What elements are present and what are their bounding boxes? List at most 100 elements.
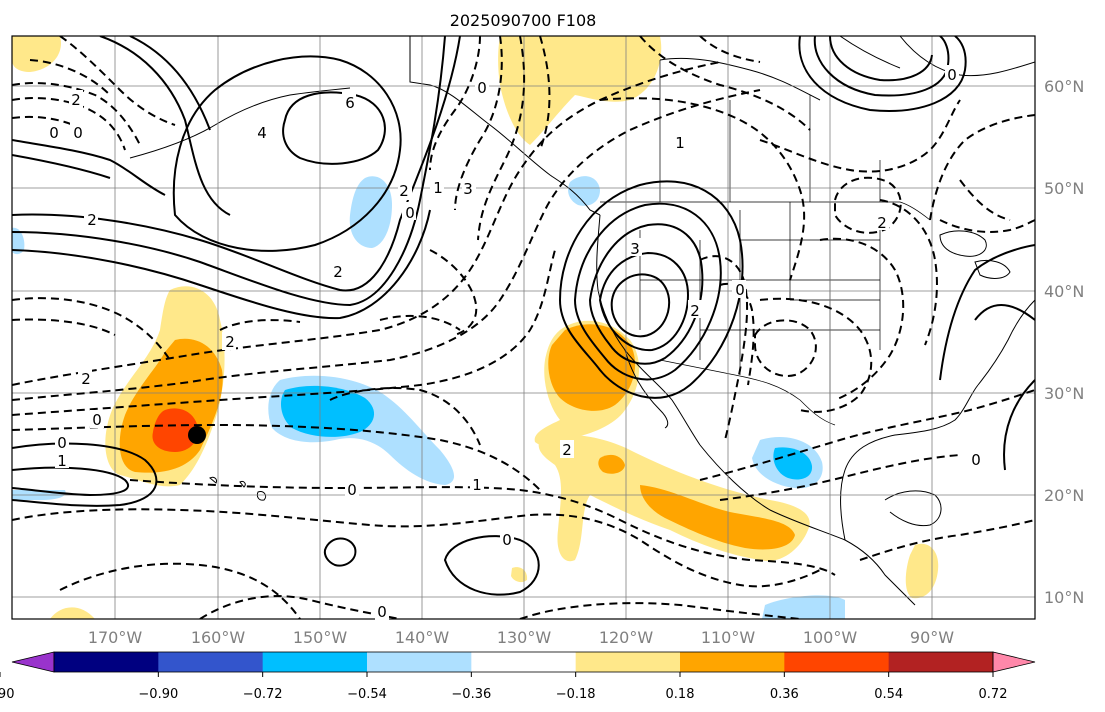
map-panel: 6 4 2 2 0 0 2 1 0 0 1 0 0 1 2 2 3 3 2 2 … bbox=[11, 35, 1084, 647]
coastline-baja bbox=[624, 349, 669, 429]
longitude-labels: 170°W 160°W 150°W 140°W 130°W 120°W 110°… bbox=[88, 628, 954, 647]
shade-yellow-central-america bbox=[905, 543, 939, 599]
dashed-subtropic-2 bbox=[12, 89, 761, 401]
shade-blue-central-pacific bbox=[280, 385, 375, 437]
dashed-alaska-3 bbox=[477, 36, 526, 241]
contour-label: 3 bbox=[630, 240, 640, 258]
contour-north-pacific-1 bbox=[12, 36, 461, 292]
contour-label: 2 bbox=[71, 91, 81, 109]
dashed-hawaii-3 bbox=[219, 319, 301, 331]
contour-east-3 bbox=[974, 304, 1035, 321]
contour-north-pacific-2 bbox=[12, 36, 446, 307]
storm-position-dot bbox=[188, 426, 206, 444]
contour-label-layer: 6 4 2 2 0 0 2 1 0 0 1 0 0 1 2 2 3 3 2 2 … bbox=[46, 65, 982, 621]
dashed-east-2 bbox=[959, 179, 1011, 221]
contour-northeast-high-2 bbox=[813, 36, 950, 97]
lat-label: 10°N bbox=[1044, 588, 1084, 607]
dashed-hawaii-west bbox=[12, 297, 171, 361]
colorbar-extend-high bbox=[992, 651, 1036, 673]
coastline-canada-north bbox=[659, 36, 901, 101]
contour-label: 0 bbox=[92, 411, 102, 429]
graticule bbox=[12, 36, 1035, 619]
shade-yellow-alaska bbox=[498, 36, 662, 145]
lat-label: 30°N bbox=[1044, 384, 1084, 403]
coastline-hawaii bbox=[209, 476, 267, 501]
coastline-gulf bbox=[839, 384, 979, 541]
dashed-subtropic-4 bbox=[12, 423, 541, 491]
contour-label: 6 bbox=[345, 94, 355, 112]
contour-label: 2 bbox=[87, 211, 97, 229]
dashed-canada-low bbox=[834, 176, 902, 234]
shade-lightblue-se bbox=[762, 595, 845, 619]
lon-label: 100°W bbox=[803, 628, 858, 647]
contour-hawaii-1 bbox=[12, 442, 158, 507]
lon-label: 120°W bbox=[599, 628, 654, 647]
contour-high-6 bbox=[282, 91, 386, 165]
contour-label: 2 bbox=[399, 182, 409, 200]
colorbar-segment bbox=[471, 652, 577, 672]
dashed-rockies-1 bbox=[699, 255, 749, 441]
contour-label: 2 bbox=[877, 214, 887, 232]
colorbar-tick-label: −0.72 bbox=[243, 687, 283, 702]
contour-north-pacific-inner bbox=[172, 55, 402, 252]
dashed-subtropic-7 bbox=[59, 562, 301, 619]
contour-label: 2 bbox=[225, 333, 235, 351]
contour-label: 1 bbox=[57, 452, 67, 470]
contour-label: 0 bbox=[57, 434, 67, 452]
dashed-nw-4 bbox=[59, 36, 176, 126]
contour-label: 0 bbox=[405, 204, 415, 222]
map-title: 2025090700 F108 bbox=[450, 11, 597, 30]
shade-orange-mexico-coast bbox=[640, 485, 795, 550]
dashed-nw-1 bbox=[12, 97, 126, 151]
canada-province-borders bbox=[659, 60, 881, 202]
colorbar-tick-label: −0.36 bbox=[451, 687, 491, 702]
contour-northeast-high-1 bbox=[798, 36, 967, 112]
shade-lightblue-bc bbox=[568, 176, 600, 206]
contour-south-1 bbox=[443, 535, 540, 596]
shade-yellow-islet bbox=[511, 567, 528, 583]
coastline-west-coast bbox=[596, 214, 701, 446]
lat-label: 40°N bbox=[1044, 282, 1084, 301]
colorbar-tick-label: 0.18 bbox=[666, 687, 695, 702]
colorbar-segment bbox=[367, 652, 472, 672]
contour-northeast-high-3 bbox=[829, 36, 933, 82]
contour-west-us-high-2 bbox=[573, 202, 722, 381]
dashed-plains-3 bbox=[879, 199, 938, 346]
colorbar-segment bbox=[158, 652, 264, 672]
latitude-labels: 60°N 50°N 40°N 30°N 20°N 10°N bbox=[1044, 77, 1084, 607]
contour-label: 2 bbox=[81, 370, 91, 388]
lon-label: 160°W bbox=[191, 628, 246, 647]
dashed-nw-3 bbox=[12, 115, 81, 129]
coastline-florida bbox=[977, 299, 1035, 386]
contour-north-pacific-4 bbox=[99, 36, 231, 216]
dashed-canada-3 bbox=[699, 36, 761, 63]
contour-label: 2 bbox=[690, 302, 700, 320]
shade-lightblue-west bbox=[12, 227, 25, 255]
contour-label: 1 bbox=[433, 179, 443, 197]
colorbar-segment bbox=[784, 652, 890, 672]
colorbar-segment bbox=[575, 652, 681, 672]
contour-label: 0 bbox=[377, 603, 387, 621]
contour-hawaii-2 bbox=[12, 466, 129, 497]
dashed-plains-low bbox=[754, 319, 817, 377]
lon-label: 90°W bbox=[910, 628, 954, 647]
dashed-central-3 bbox=[379, 314, 461, 331]
lat-label: 50°N bbox=[1044, 179, 1084, 198]
contour-west-us-high-inner bbox=[610, 273, 670, 338]
dashed-east-lakes bbox=[939, 219, 1035, 233]
colorbar-tick-label: −0.90 bbox=[138, 687, 178, 702]
colorbar-segment bbox=[680, 652, 785, 672]
contour-east-1 bbox=[939, 244, 1035, 381]
map-frame bbox=[11, 35, 1036, 620]
colorbar-segment bbox=[54, 652, 159, 672]
colorbar-tick-label: 0.36 bbox=[770, 687, 799, 702]
contour-label: 0 bbox=[971, 451, 981, 469]
colorbar-extend-low bbox=[11, 651, 55, 673]
lon-label: 130°W bbox=[497, 628, 552, 647]
dashed-alaska-1 bbox=[429, 36, 481, 171]
shade-orange-baja bbox=[548, 324, 636, 411]
colorbar-tick-label: 0.90 bbox=[0, 687, 14, 702]
contour-north-pacific-5 bbox=[129, 36, 211, 131]
contour-west-high bbox=[12, 139, 166, 196]
